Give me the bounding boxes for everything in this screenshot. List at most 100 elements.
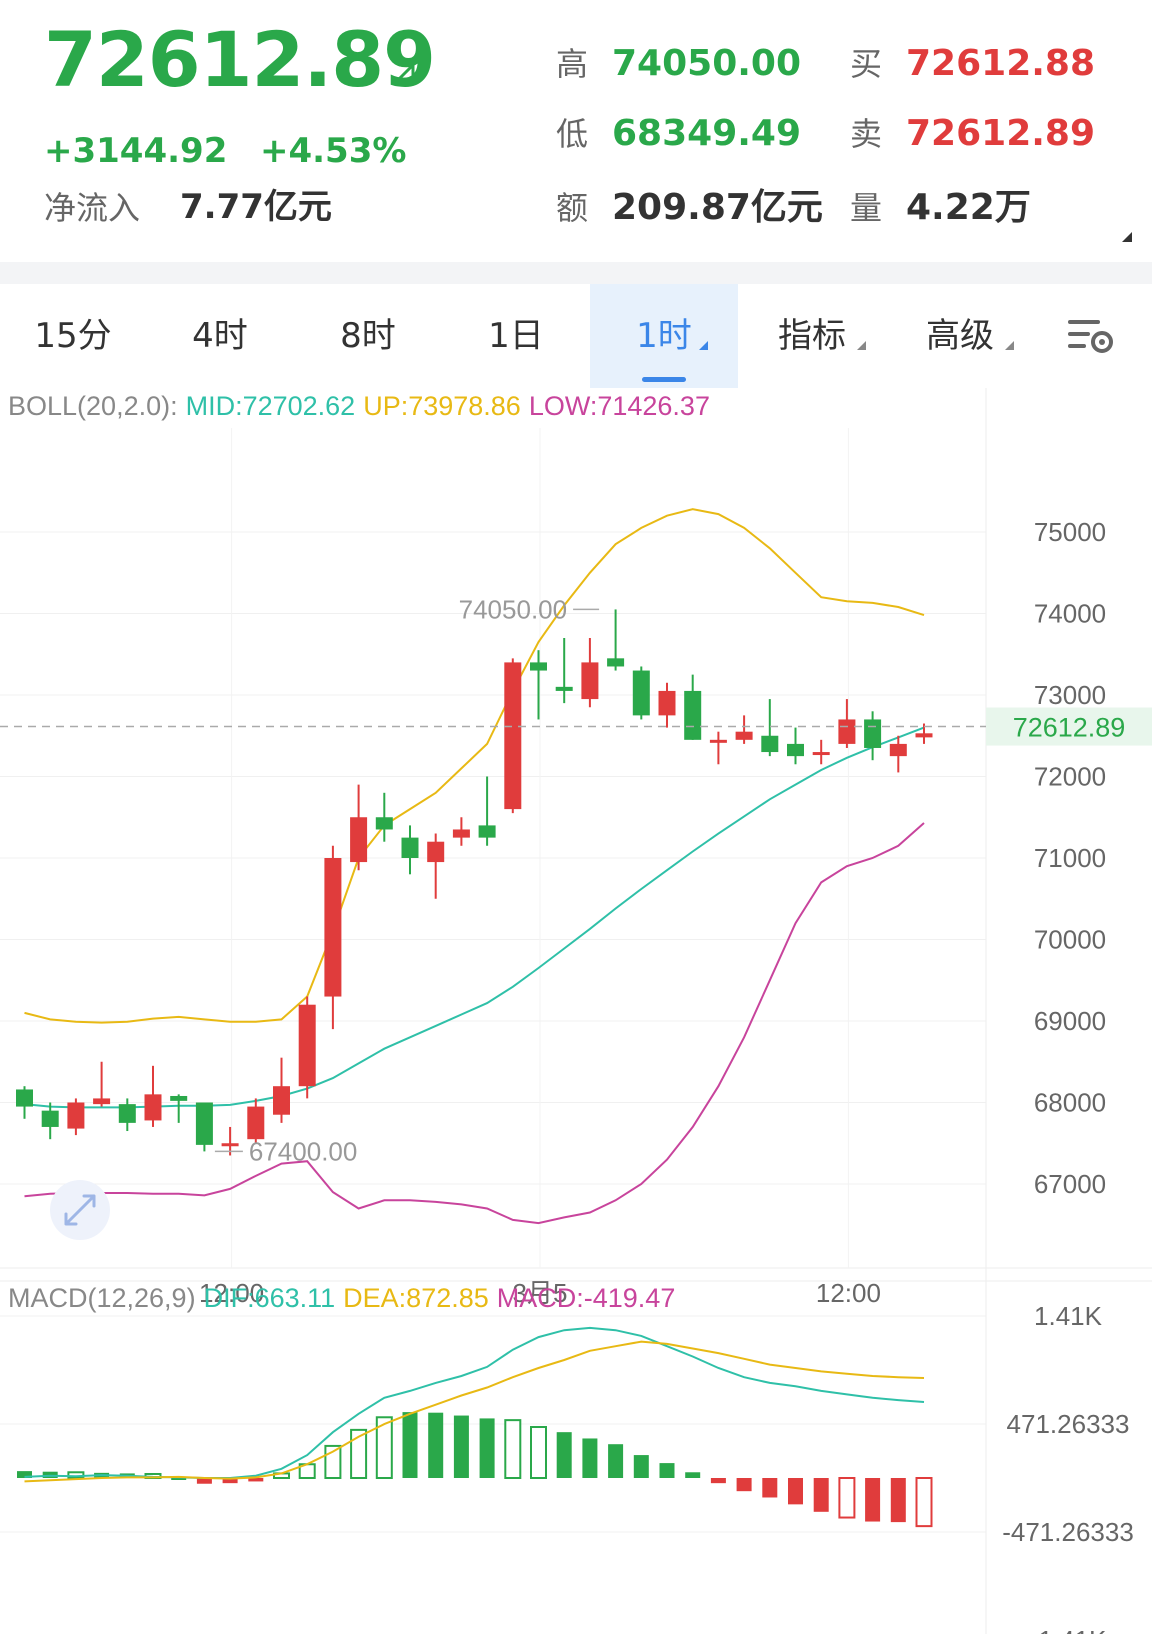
macd-legend: MACD(12,26,9) DIF:663.11 DEA:872.85 MACD:-4… <box>8 1283 675 1313</box>
candle-body <box>889 743 907 757</box>
macd-bar <box>402 1412 418 1478</box>
price-tick-label: 68000 <box>1034 1088 1106 1118</box>
macd-tick-label: 1.41K <box>1034 1301 1103 1331</box>
arrow-up-right-icon <box>392 63 415 86</box>
boll-mid-legend: MID:72702.62 <box>186 391 356 421</box>
macd-bar <box>248 1478 264 1482</box>
price-change-percent: +4.53% <box>260 131 407 171</box>
candles <box>16 609 933 1156</box>
macd-tick-label: 471.26333 <box>1007 1409 1130 1439</box>
macd-bar <box>530 1426 547 1479</box>
macd-bar <box>453 1415 469 1478</box>
boll-upper-line <box>24 508 925 1024</box>
tab-label: 8时 <box>340 316 396 356</box>
max-price-label: 74050.00 <box>459 594 567 624</box>
candle-body <box>864 719 882 748</box>
macd-bar <box>428 1412 444 1478</box>
macd-dif-legend: DIF:663.11 <box>204 1283 336 1313</box>
candle-body <box>684 690 702 740</box>
expand-corner-icon[interactable] <box>1122 232 1132 242</box>
price-tick-label: 73000 <box>1034 680 1106 710</box>
tab-1d[interactable]: 1日 <box>442 284 590 388</box>
macd-bar <box>171 1478 187 1480</box>
candle-body <box>144 1094 162 1121</box>
price-tick-label: 71000 <box>1034 843 1106 873</box>
tab-indicators[interactable]: 指标 <box>738 284 886 388</box>
tab-advanced[interactable]: 高级 <box>886 284 1034 388</box>
tab-label: 高级 <box>926 316 994 356</box>
candle-body <box>195 1102 213 1145</box>
chart-annotations: 72612.89 74050.00 67400.00 <box>0 594 1152 1166</box>
high-label: 高 <box>556 45 589 83</box>
macd-lines <box>24 1326 925 1483</box>
macd-bar <box>582 1438 598 1478</box>
active-tab-indicator <box>642 377 686 382</box>
candle-body <box>504 662 522 810</box>
candle-body <box>709 739 727 743</box>
macd-bar <box>736 1478 752 1492</box>
macd-bar <box>222 1478 238 1484</box>
macd-bar <box>762 1478 778 1498</box>
expand-arrows-icon[interactable] <box>50 1180 110 1240</box>
macd-bar <box>556 1432 572 1478</box>
candle-body <box>350 817 368 863</box>
price-tick-label: 67000 <box>1034 1169 1106 1199</box>
dropdown-triangle-icon <box>1005 341 1014 350</box>
net-inflow-label: 净流入 <box>44 189 141 227</box>
tab-label: 指标 <box>778 316 846 356</box>
macd-bar <box>838 1477 856 1519</box>
chart-settings-icon[interactable] <box>1066 316 1116 356</box>
macd-bar <box>504 1419 522 1480</box>
macd-dea-legend: DEA:872.85 <box>343 1283 489 1313</box>
candle-body <box>273 1086 290 1115</box>
candle-body <box>67 1102 85 1129</box>
candle-body <box>401 837 419 858</box>
tab-15m[interactable]: 15分 <box>0 284 146 388</box>
macd-indicator-label: MACD(12,26,9) <box>8 1283 196 1313</box>
macd-bar <box>659 1463 675 1478</box>
candle-body <box>555 686 573 691</box>
kline-chart[interactable]: 75000 74000 73000 72000 71000 70000 69000 68000… <box>0 388 1152 1634</box>
macd-bar <box>350 1428 368 1479</box>
candle-body <box>478 825 496 838</box>
macd-bar <box>196 1478 212 1484</box>
last-price: 72612.89 <box>44 15 436 104</box>
tab-4h[interactable]: 4时 <box>146 284 294 388</box>
bid-label: 买 <box>850 45 883 83</box>
min-price-label: 67400.00 <box>249 1136 357 1166</box>
macd-bar <box>813 1478 829 1512</box>
boll-low-legend: LOW:71426.37 <box>529 391 710 421</box>
amount-value: 209.87亿元 <box>612 187 823 228</box>
section-divider <box>0 262 1152 284</box>
macd-bar <box>375 1416 393 1480</box>
macd-bar <box>17 1471 32 1478</box>
candle-body <box>221 1143 239 1147</box>
time-tick-label: 12:00 <box>816 1278 881 1308</box>
tab-8h[interactable]: 8时 <box>294 284 442 388</box>
candle-body <box>915 733 933 738</box>
candle-body <box>93 1098 111 1105</box>
boll-legend: BOLL(20,2.0): MID:72702.62 UP:73978.86 LOW:… <box>8 391 710 421</box>
low-label: 低 <box>556 115 589 153</box>
price-tick-label: 69000 <box>1034 1006 1106 1036</box>
boll-mid-line <box>24 726 925 1109</box>
macd-bar <box>890 1478 906 1523</box>
low-value: 68349.49 <box>612 113 802 154</box>
candle-body <box>761 735 779 753</box>
candle-body <box>324 858 342 997</box>
period-tabs: 15分 4时 8时 1日 1时 指标 高级 <box>0 284 1152 388</box>
tab-1h[interactable]: 1时 <box>590 284 738 388</box>
macd-value-legend: MACD:-419.47 <box>497 1283 676 1313</box>
price-change: +3144.92 <box>44 131 228 171</box>
candle-body <box>658 690 676 716</box>
candle-body <box>298 1004 316 1087</box>
volume-label: 量 <box>850 189 883 227</box>
tab-label: 4时 <box>192 316 248 356</box>
macd-bar <box>788 1478 803 1505</box>
macd-bar <box>685 1472 701 1478</box>
candle-body <box>581 662 599 700</box>
price-tick-label: 74000 <box>1034 599 1106 629</box>
macd-bar <box>915 1477 933 1528</box>
candle-body <box>247 1106 265 1140</box>
candle-body <box>530 662 547 671</box>
